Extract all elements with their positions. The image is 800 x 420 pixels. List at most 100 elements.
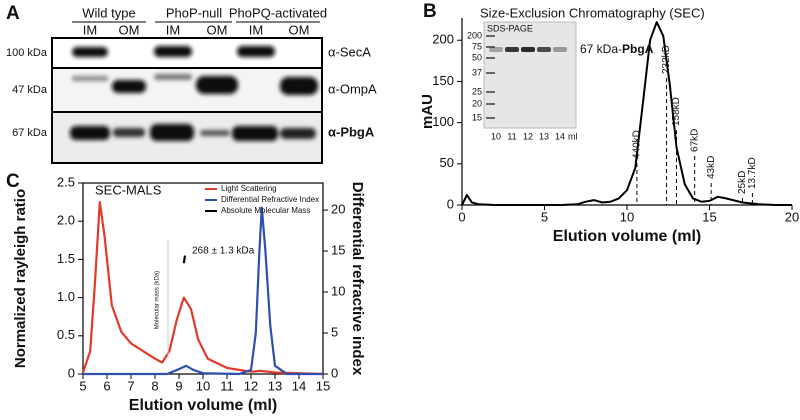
legend-label: Differential Refractive Index — [221, 195, 319, 204]
annotation: 268 ± 1.3 kDa — [192, 246, 255, 257]
y2-axis-label: Differential refractive index — [349, 182, 366, 376]
group-label: PhoPQ-activated — [229, 5, 327, 20]
y-tick-label: 0.5 — [57, 327, 75, 342]
x-tick-label: 12 — [244, 378, 258, 393]
lane-label: IM — [166, 22, 180, 37]
series-line — [461, 21, 792, 206]
ladder-label: 200 — [467, 30, 482, 40]
x-tick-label: 13 — [268, 378, 282, 393]
y-tick-label: 50 — [440, 155, 454, 170]
gel-title: SDS-PAGE — [487, 23, 533, 33]
y-axis-label: Normalized rayleigh ratio — [12, 189, 29, 368]
y-tick-label: 2.0 — [57, 213, 75, 228]
lane-label: IM — [83, 22, 97, 37]
y-tick-label: 0 — [447, 196, 454, 211]
x-tick-label: 6 — [103, 378, 110, 393]
chart-title: Size-Exclusion Chromatography (SEC) — [480, 5, 705, 20]
gel-band — [505, 47, 519, 52]
x-tick-label: 11 — [220, 378, 234, 393]
lane-label: 10 — [491, 131, 501, 141]
lane-label: OM — [289, 22, 310, 37]
ladder-band — [486, 117, 495, 119]
antibody-label: α-OmpA — [328, 81, 377, 96]
gel-band — [537, 47, 551, 52]
lane-label: OM — [119, 22, 140, 37]
x-tick-label: 0 — [458, 209, 465, 224]
lane-unit: ml — [568, 131, 578, 141]
series-line — [81, 201, 324, 376]
annotation-text: 67 kDa- — [580, 42, 622, 56]
x-tick-label: 20 — [785, 209, 799, 224]
marker-label: 158kD — [671, 97, 682, 126]
y-tick-label: 200 — [432, 32, 454, 47]
ladder-band — [486, 72, 495, 74]
inset-axis-label: Molecular mass (kDa) — [155, 271, 161, 329]
antibody-label: α-SecA — [328, 44, 371, 59]
gel-band — [553, 47, 567, 52]
ladder-label: 37 — [472, 67, 482, 77]
ladder-band — [486, 91, 495, 93]
marker-label: 67kD — [689, 129, 700, 152]
x-tick-label: 10 — [196, 378, 210, 393]
gel — [483, 21, 577, 129]
legend-label: Absolute Molecular Mass — [221, 206, 310, 215]
legend-label: Light Scattering — [221, 184, 277, 193]
lane-label: 12 — [523, 131, 533, 141]
marker-label: 25kD — [737, 171, 748, 194]
y2-tick-label: 0 — [331, 365, 338, 380]
y2-tick-label: 20 — [331, 201, 345, 216]
panel-letter: B — [423, 1, 437, 22]
x-tick-label: 5 — [541, 209, 548, 224]
x-axis-label: Elution volume (ml) — [553, 228, 701, 245]
ladder-band — [486, 103, 495, 105]
ladder-band — [486, 46, 495, 48]
marker-label: 43kD — [706, 156, 717, 179]
ladder-label: 25 — [472, 86, 482, 96]
y2-tick-label: 5 — [331, 324, 338, 339]
ladder-label: 15 — [472, 112, 482, 122]
y2-tick-label: 15 — [331, 242, 345, 257]
gel-band — [489, 47, 503, 52]
lane-label: IM — [249, 22, 263, 37]
lane-label: OM — [207, 22, 228, 37]
x-tick-label: 5 — [79, 378, 86, 393]
lane-label: 13 — [539, 131, 549, 141]
y2-tick-label: 10 — [331, 283, 345, 298]
x-tick-label: 7 — [127, 378, 134, 393]
y-tick-label: 2.5 — [57, 174, 75, 189]
ladder-label: 75 — [472, 41, 482, 51]
size-label: 67 kDa — [12, 127, 48, 139]
y-tick-label: 100 — [432, 114, 454, 129]
lane-label: 14 — [555, 131, 565, 141]
x-tick-label: 9 — [175, 378, 182, 393]
annotation-bold: PbgA — [622, 42, 654, 56]
group-label: PhoP-null — [166, 5, 222, 20]
gel-annotation: 67 kDa-PbgA — [580, 42, 654, 56]
y-tick-label: 0 — [68, 365, 75, 380]
marker-label: 232kD — [661, 45, 672, 74]
y-axis-label: mAU — [419, 94, 436, 129]
ladder-label: 50 — [472, 52, 482, 62]
lane-label: 11 — [507, 131, 516, 141]
y-tick-label: 1.0 — [57, 289, 75, 304]
chart-title: SEC-MALS — [95, 182, 162, 197]
x-tick-label: 8 — [151, 378, 158, 393]
y-tick-label: 1.5 — [57, 251, 75, 266]
x-tick-label: 15 — [316, 378, 330, 393]
x-tick-label: 15 — [702, 209, 716, 224]
group-label: Wild type — [82, 5, 135, 20]
size-label: 100 kDa — [6, 47, 48, 59]
x-tick-label: 14 — [292, 378, 306, 393]
size-label: 47 kDa — [12, 84, 48, 96]
marker-label: 13.7kD — [747, 157, 758, 189]
panel-letter: A — [6, 3, 20, 24]
ladder-band — [486, 57, 495, 59]
ladder-band — [486, 35, 495, 37]
panel-letter: C — [6, 171, 20, 192]
ladder-label: 20 — [472, 98, 482, 108]
x-tick-label: 10 — [620, 209, 634, 224]
marker-label: 440kD — [632, 130, 643, 159]
series-line — [83, 206, 323, 376]
x-axis-label: Elution volume (ml) — [129, 397, 277, 414]
